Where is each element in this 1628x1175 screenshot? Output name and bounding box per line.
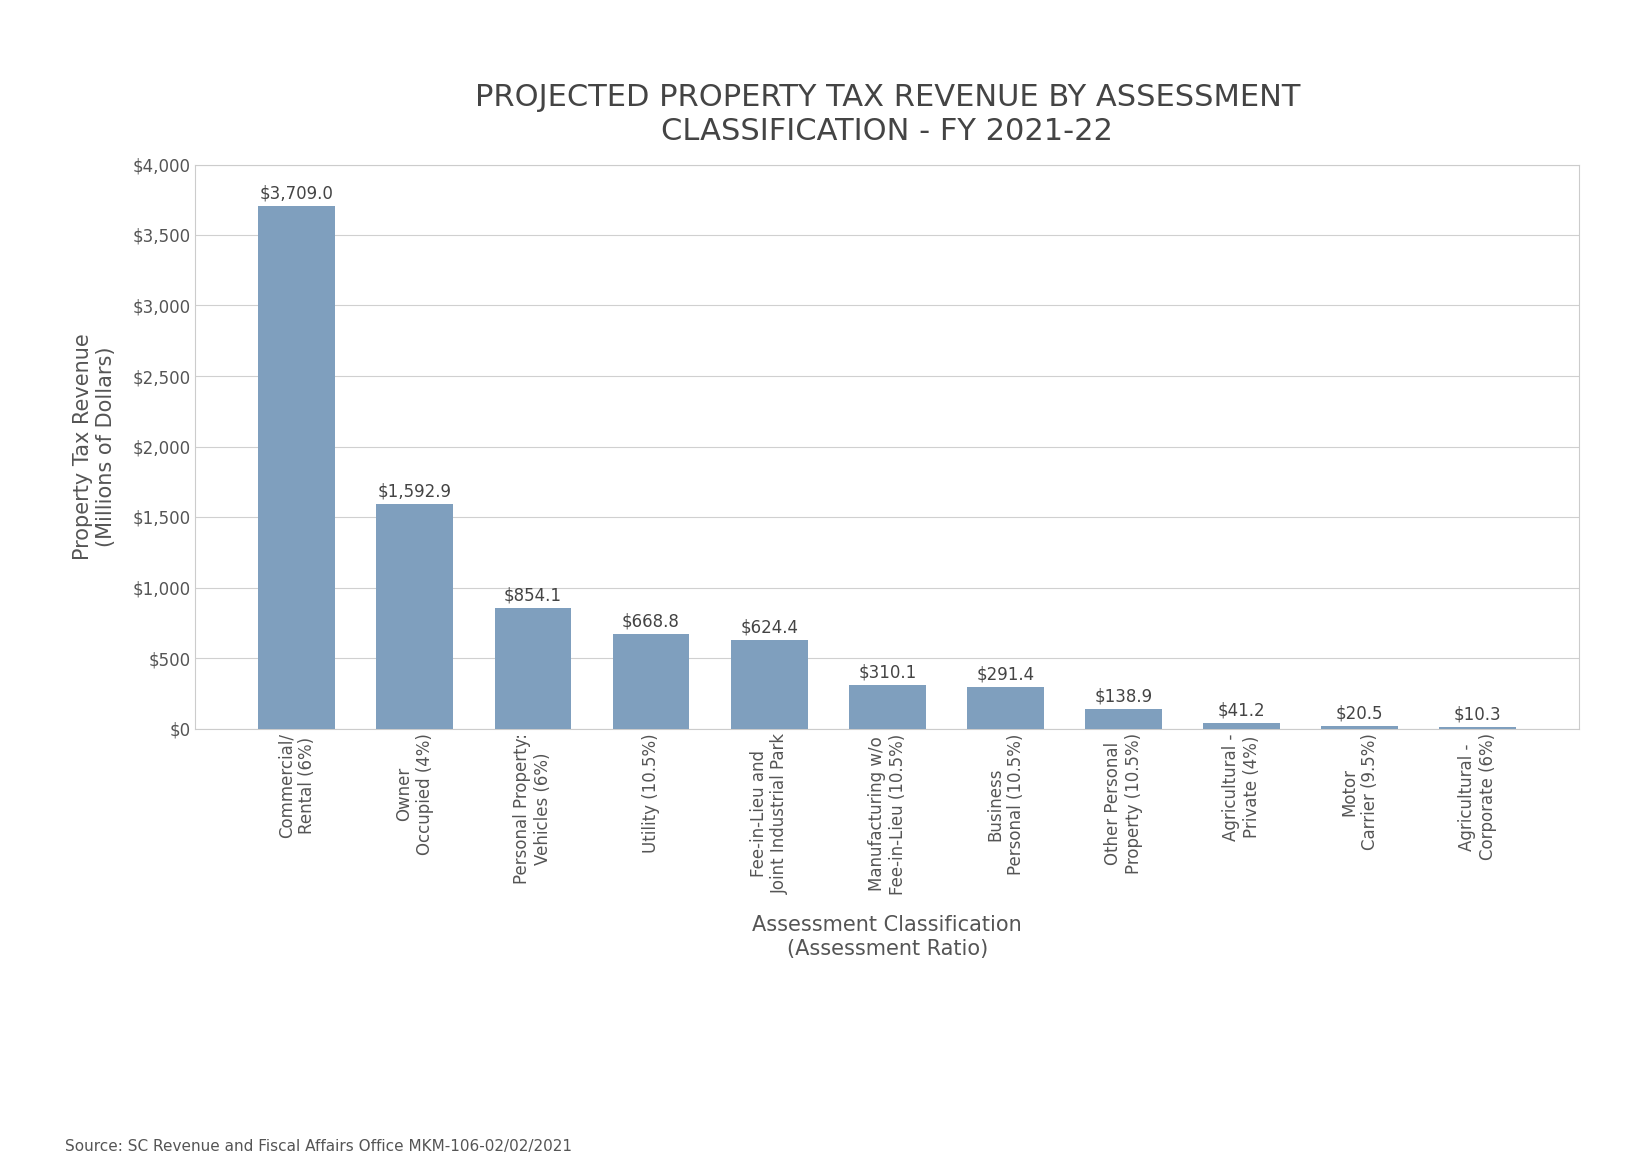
Text: $624.4: $624.4 bbox=[741, 619, 798, 637]
Y-axis label: Property Tax Revenue
(Millions of Dollars): Property Tax Revenue (Millions of Dollar… bbox=[73, 334, 116, 559]
Bar bbox=[612, 634, 689, 728]
Text: $1,592.9: $1,592.9 bbox=[378, 483, 453, 501]
Text: Source: SC Revenue and Fiscal Affairs Office MKM-106-02/02/2021: Source: SC Revenue and Fiscal Affairs Of… bbox=[65, 1140, 571, 1155]
Text: $10.3: $10.3 bbox=[1454, 705, 1501, 724]
Bar bbox=[1086, 709, 1162, 728]
Bar bbox=[1439, 727, 1516, 728]
Bar bbox=[495, 609, 571, 728]
Bar bbox=[1203, 723, 1280, 728]
Bar bbox=[731, 640, 807, 728]
Bar bbox=[848, 685, 926, 728]
Text: $41.2: $41.2 bbox=[1218, 701, 1265, 719]
Bar bbox=[1322, 726, 1398, 728]
Text: $3,709.0: $3,709.0 bbox=[260, 184, 334, 202]
Text: $668.8: $668.8 bbox=[622, 612, 681, 631]
Text: $854.1: $854.1 bbox=[505, 586, 562, 605]
Text: $291.4: $291.4 bbox=[977, 666, 1034, 684]
Bar bbox=[376, 504, 453, 728]
Bar bbox=[259, 206, 335, 728]
Text: $138.9: $138.9 bbox=[1094, 687, 1153, 705]
Title: PROJECTED PROPERTY TAX REVENUE BY ASSESSMENT
CLASSIFICATION - FY 2021-22: PROJECTED PROPERTY TAX REVENUE BY ASSESS… bbox=[475, 83, 1299, 146]
Bar bbox=[967, 687, 1044, 728]
Text: $310.1: $310.1 bbox=[858, 663, 917, 682]
Text: $20.5: $20.5 bbox=[1337, 704, 1384, 723]
X-axis label: Assessment Classification
(Assessment Ratio): Assessment Classification (Assessment Ra… bbox=[752, 915, 1022, 959]
